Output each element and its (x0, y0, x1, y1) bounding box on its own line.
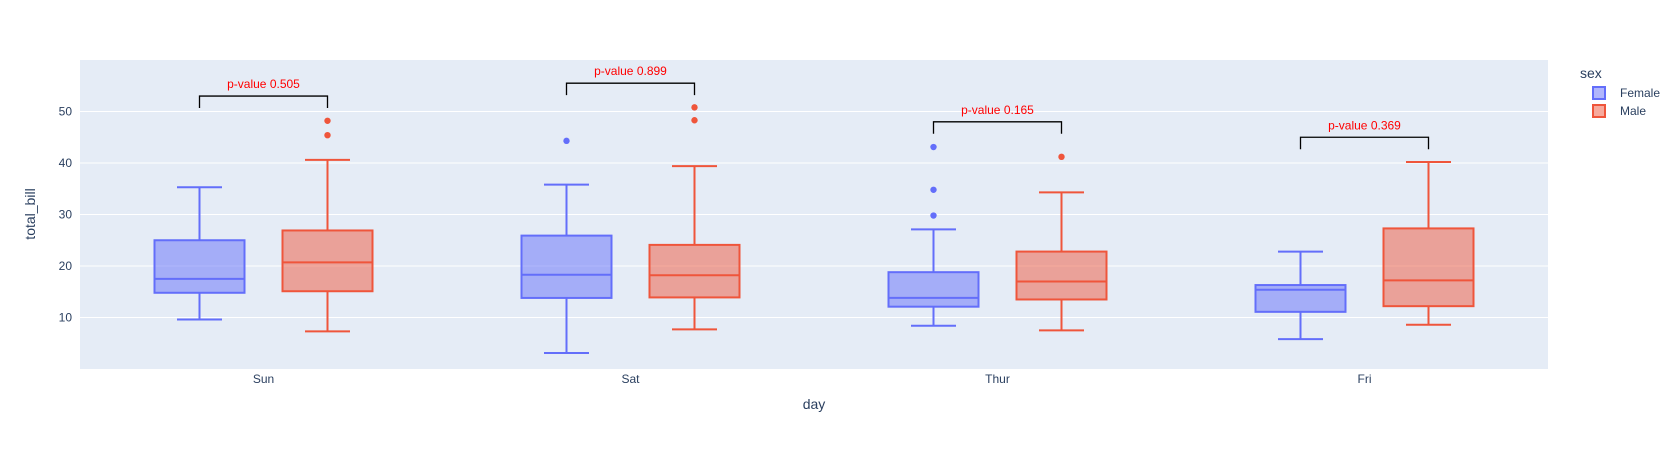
legend-item-male[interactable]: Male (1592, 104, 1646, 118)
p-value-annotations: p-value 0.505 p-value 0.899 p-value 0.165 p… (198, 64, 1430, 150)
y-tick-label: 10 (59, 311, 73, 325)
box-female-sun (153, 186, 246, 321)
outlier-point (324, 117, 331, 124)
x-tick-labels: Sun Sat Thur Fri (253, 372, 1372, 386)
p-value-bracket-sun: p-value 0.505 (198, 77, 329, 109)
box-male-fri (1382, 160, 1475, 326)
box-body (648, 243, 741, 299)
box-traces (153, 104, 1475, 355)
legend-swatch (1592, 104, 1606, 118)
legend-label: Female (1620, 86, 1660, 100)
outlier-point (1058, 153, 1065, 161)
legend-label: Male (1620, 104, 1646, 118)
p-value-bracket-thur: p-value 0.165 (932, 103, 1063, 134)
outlier-point (930, 143, 937, 151)
box-body (153, 239, 246, 294)
outlier-point (324, 131, 331, 139)
legend[interactable]: sex Female Male (1580, 65, 1660, 118)
box-male-sat (648, 104, 741, 331)
box-body (520, 234, 613, 299)
legend-swatch (1592, 86, 1606, 100)
p-value-bracket-fri: p-value 0.369 (1299, 118, 1430, 150)
p-value-bracket-sat: p-value 0.899 (565, 64, 696, 96)
bracket-line (932, 121, 1063, 134)
box-male-thur (1015, 153, 1108, 332)
legend-title: sex (1580, 65, 1602, 81)
bracket-line (1299, 136, 1430, 150)
outlier-point (930, 212, 937, 219)
x-tick-label: Sat (621, 372, 640, 386)
y-tick-label: 50 (59, 105, 73, 119)
outlier-point (691, 104, 698, 111)
box-female-sat (520, 137, 613, 355)
x-tick-label: Thur (985, 372, 1010, 386)
box-body (1015, 250, 1108, 301)
outlier-point (691, 117, 698, 124)
box-female-thur (887, 143, 980, 327)
box-body (1382, 227, 1475, 308)
y-tick-label: 20 (59, 259, 73, 273)
x-tick-label: Sun (253, 372, 274, 386)
bracket-line (198, 95, 329, 109)
p-value-label: p-value 0.369 (1328, 118, 1401, 132)
box-body (281, 229, 374, 293)
x-tick-label: Fri (1358, 372, 1372, 386)
x-axis-title: day (803, 396, 826, 412)
box-body (887, 271, 980, 308)
legend-item-female[interactable]: Female (1592, 86, 1660, 100)
y-axis-title: total_bill (22, 188, 38, 239)
box-female-fri (1254, 250, 1347, 341)
box-male-sun (281, 117, 374, 333)
p-value-label: p-value 0.505 (227, 77, 300, 91)
y-tick-label: 40 (59, 156, 73, 170)
outlier-point (930, 186, 937, 193)
y-tick-labels: 10 20 30 40 50 (59, 105, 73, 325)
outlier-point (563, 137, 570, 145)
y-tick-label: 30 (59, 208, 73, 222)
p-value-label: p-value 0.165 (961, 103, 1034, 117)
bracket-line (565, 82, 696, 96)
p-value-label: p-value 0.899 (594, 64, 667, 78)
